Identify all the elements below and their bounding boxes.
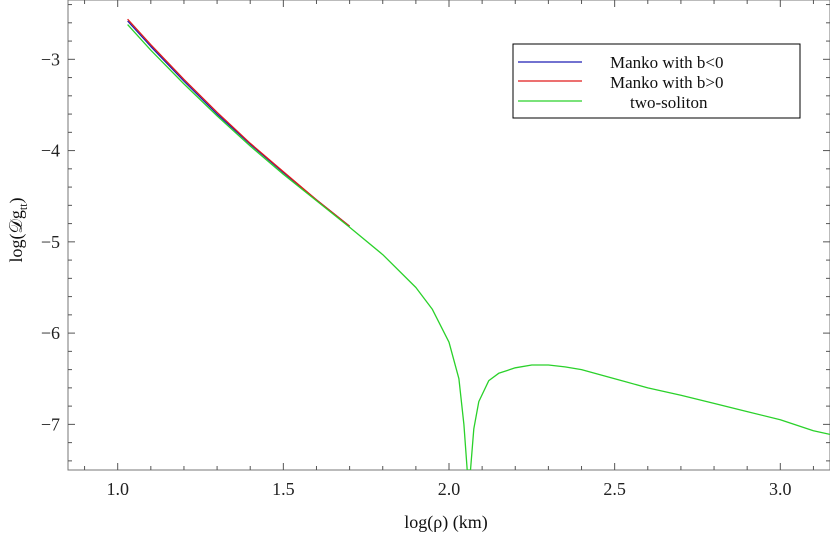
y-tick-label: −7 bbox=[41, 414, 60, 434]
series-line-2 bbox=[127, 24, 830, 470]
series-line-0 bbox=[127, 20, 351, 227]
legend-label-0: Manko with b<0 bbox=[610, 53, 723, 72]
y-axis-title-close: ) bbox=[6, 197, 27, 203]
y-axis-title-main: log(𝒟g bbox=[6, 210, 27, 262]
series-layer bbox=[127, 18, 830, 470]
x-tick-label: 2.0 bbox=[438, 479, 461, 499]
legend-label-1: Manko with b>0 bbox=[610, 73, 723, 92]
x-tick-label: 3.0 bbox=[769, 479, 792, 499]
legend-label-2: two-soliton bbox=[630, 93, 708, 112]
x-tick-label: 1.0 bbox=[106, 479, 129, 499]
series-line-1 bbox=[127, 18, 351, 227]
y-tick-label: −5 bbox=[41, 232, 60, 252]
y-axis-title-sub: tt bbox=[16, 203, 30, 210]
axis-ticks: 1.0 1.5 2.0 2.5 3.0 −3 −4 −5 −6 −7 bbox=[41, 0, 830, 499]
x-tick-label: 1.5 bbox=[272, 479, 295, 499]
x-axis-title: log(ρ) (km) bbox=[404, 512, 487, 533]
x-tick-label: 2.5 bbox=[603, 479, 626, 499]
y-axis-title: log(𝒟gtt) bbox=[6, 197, 30, 262]
y-tick-label: −4 bbox=[41, 141, 60, 161]
y-tick-label: −3 bbox=[41, 49, 60, 69]
y-tick-label: −6 bbox=[41, 323, 60, 343]
legend: Manko with b<0 Manko with b>0 two-solito… bbox=[512, 43, 801, 119]
